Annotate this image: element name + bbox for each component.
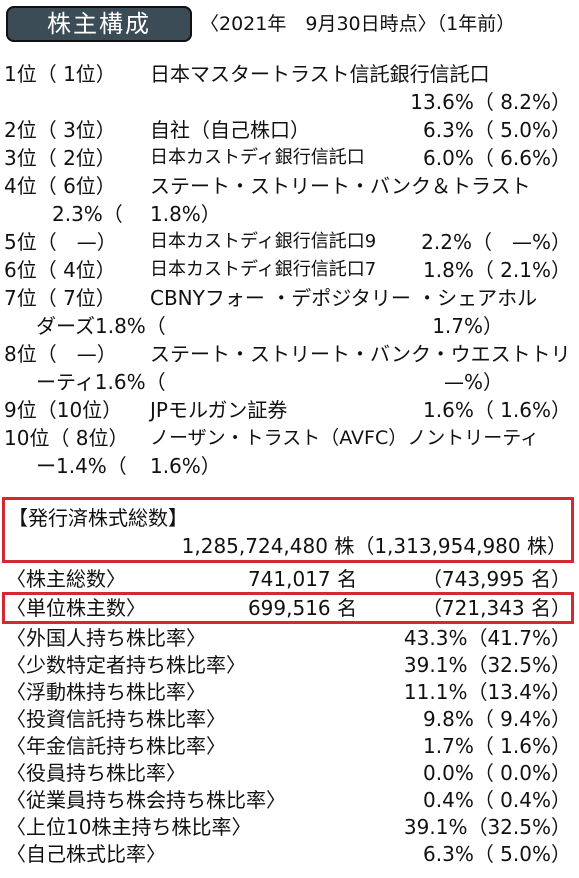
- stat-label: 〈株主総数〉: [6, 567, 126, 591]
- ratio-value: 6.3%（ 5.0%）: [423, 842, 571, 866]
- shareholder-name: 日本マスタートラスト信託銀行信託口: [150, 62, 490, 86]
- shareholder-name: ノーザン・トラスト（AVFC）ノントリーティ: [150, 427, 540, 449]
- shareholder-name: ステート・ストリート・バンク＆トラスト: [150, 174, 531, 198]
- shareholder-name-cont: ーティ1.6%（: [36, 370, 166, 394]
- ratio-label: 〈少数特定者持ち株比率〉: [6, 653, 246, 677]
- shareholder-name: 日本カストディ銀行信託口7: [150, 259, 377, 280]
- shareholder-pct: 2.3%（: [52, 202, 123, 226]
- shareholder-rank: 2位（ 3位）: [4, 118, 116, 142]
- issued-shares-value: 1,285,724,480 株（1,313,954,980 株）: [181, 534, 567, 558]
- ratio-label: 〈外国人持ち株比率〉: [6, 626, 206, 650]
- ratio-value: 11.1%（13.4%）: [403, 680, 571, 704]
- ratio-value: 43.3%（41.7%）: [403, 626, 571, 650]
- stat-value: 741,017 名: [247, 567, 357, 591]
- shareholder-pct-prev: 1.6%）: [150, 454, 221, 478]
- shareholder-rank: 4位（ 6位）: [4, 174, 116, 198]
- stat-label: 〈単位株主数〉: [6, 596, 146, 620]
- shareholder-name: CBNYフォー ・デポジタリー ・シェアホル: [150, 286, 538, 310]
- shareholder-name-cont: ダーズ1.8%（: [36, 314, 166, 338]
- shareholder-rank: 7位（ 7位）: [4, 286, 116, 310]
- section-title-badge: 株主構成: [6, 6, 192, 42]
- shareholder-pct: 6.3%（ 5.0%）: [423, 118, 571, 142]
- shareholder-pct: 13.6%（ 8.2%）: [410, 90, 571, 114]
- shareholder-name-cont: ー1.4%（: [36, 454, 127, 478]
- issued-shares-highlight: [2, 497, 574, 563]
- shareholder-pct: 1.8%（ 2.1%）: [423, 258, 571, 282]
- unit-shareholders-highlight: [2, 592, 574, 624]
- shareholder-name: 自社（自己株口）: [150, 118, 310, 142]
- shareholder-name: 日本カストディ銀行信託口: [150, 147, 365, 168]
- ratio-label: 〈投資信託持ち株比率〉: [6, 707, 226, 731]
- ratio-label: 〈自己株式比率〉: [6, 842, 166, 866]
- shareholder-rank: 8位（ —）: [4, 342, 117, 366]
- stat-value: 699,516 名: [247, 596, 357, 620]
- shareholder-rank: 9位（10位）: [4, 398, 123, 422]
- shareholder-pct-prev: 1.7%）: [432, 314, 503, 338]
- ratio-value: 0.4%（ 0.4%）: [423, 788, 571, 812]
- as-of-date: 〈2021年 9月30日時点〉（1年前）: [200, 13, 516, 35]
- ratio-label: 〈上位10株主持ち株比率〉: [6, 815, 252, 839]
- shareholder-pct: 6.0%（ 6.6%）: [423, 146, 571, 170]
- shareholder-rank: 10位（ 8位）: [4, 426, 129, 450]
- shareholder-rank: 1位（ 1位）: [4, 62, 116, 86]
- shareholder-pct-prev: 1.8%）: [150, 202, 221, 226]
- shareholder-name: JPモルガン証券: [150, 398, 288, 422]
- ratio-value: 1.7%（ 1.6%）: [423, 734, 571, 758]
- shareholder-pct: 2.2%（ —%）: [421, 230, 571, 254]
- ratio-label: 〈浮動株持ち株比率〉: [6, 680, 206, 704]
- ratio-value: 39.1%（32.5%）: [403, 653, 571, 677]
- shareholder-rank: 3位（ 2位）: [4, 146, 116, 170]
- shareholder-pct: 1.6%（ 1.6%）: [423, 398, 571, 422]
- issued-shares-label: 【発行済株式総数】: [8, 506, 188, 530]
- shareholder-pct-prev: —%）: [443, 370, 503, 394]
- ratio-value: 9.8%（ 9.4%）: [423, 707, 571, 731]
- ratio-value: 39.1%（32.5%）: [403, 815, 571, 839]
- shareholder-name: ステート・ストリート・バンク・ウエストトリ: [150, 342, 571, 366]
- shareholder-name: 日本カストディ銀行信託口9: [150, 231, 377, 252]
- ratio-label: 〈役員持ち株比率〉: [6, 761, 186, 785]
- ratio-label: 〈従業員持ち株会持ち株比率〉: [6, 788, 286, 812]
- ratio-value: 0.0%（ 0.0%）: [423, 761, 571, 785]
- shareholder-rank: 5位（ —）: [4, 230, 117, 254]
- shareholder-rank: 6位（ 4位）: [4, 258, 116, 282]
- stat-prev-value: （721,343 名）: [421, 596, 571, 620]
- ratio-label: 〈年金信託持ち株比率〉: [6, 734, 226, 758]
- stat-prev-value: （743,995 名）: [421, 567, 571, 591]
